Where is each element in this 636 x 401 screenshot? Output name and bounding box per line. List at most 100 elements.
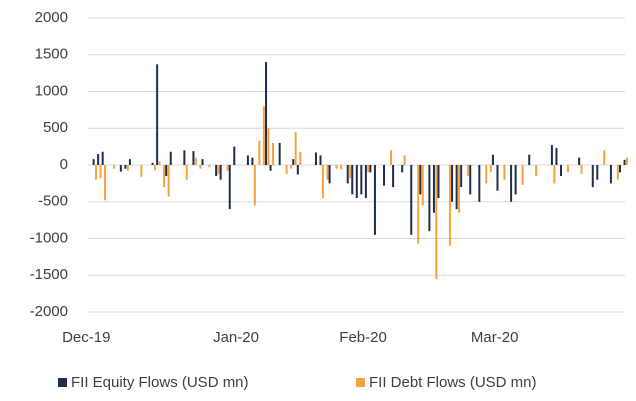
bar (623, 159, 626, 165)
bar (603, 150, 606, 165)
y-tick-label: 1500 (35, 46, 68, 63)
bar (514, 165, 517, 195)
bar (609, 165, 612, 184)
bar (128, 159, 131, 165)
bar (285, 165, 288, 174)
bar (140, 165, 143, 177)
bar (226, 165, 229, 171)
bar (185, 165, 188, 180)
bar (566, 165, 569, 173)
bar (119, 165, 122, 172)
bar (163, 165, 166, 188)
bar (156, 64, 159, 165)
bar (528, 154, 531, 165)
bar (321, 165, 324, 199)
bar (403, 155, 406, 165)
bar (616, 165, 619, 180)
y-tick-label: -500 (38, 193, 68, 210)
bar (496, 165, 499, 191)
x-tick-label: Dec-19 (62, 329, 110, 346)
bar (383, 165, 386, 186)
bar (335, 165, 338, 169)
legend-label: FII Equity Flows (USD mn) (71, 374, 249, 391)
y-tick-label: 1000 (35, 82, 68, 99)
bar (419, 165, 422, 195)
bar (165, 165, 168, 177)
bar (478, 165, 481, 202)
bar (99, 165, 102, 179)
bar (217, 165, 220, 174)
bar (101, 151, 104, 165)
bar (253, 165, 256, 206)
bar (151, 162, 154, 165)
bar (340, 165, 343, 170)
x-tick-label: Feb-20 (339, 329, 387, 346)
bar (113, 165, 116, 169)
bar (294, 131, 297, 165)
bar (258, 140, 261, 165)
bar (421, 165, 424, 206)
bar (290, 165, 293, 169)
bar (97, 153, 100, 165)
legend-swatch (58, 378, 67, 387)
bar (199, 165, 202, 169)
bar (265, 62, 268, 165)
bar (215, 165, 218, 177)
bar (455, 165, 458, 210)
bar (369, 165, 372, 173)
bar (435, 165, 438, 279)
bar (591, 165, 594, 188)
bar (233, 146, 236, 165)
bar (451, 165, 454, 202)
bar (262, 106, 265, 165)
bar (124, 165, 127, 169)
bar (95, 165, 98, 180)
x-tick-label: Jan-20 (213, 329, 259, 346)
y-tick-label: 0 (60, 156, 68, 173)
bar (251, 157, 254, 165)
bar (389, 150, 392, 165)
bar (296, 165, 299, 175)
bar (169, 151, 172, 165)
bar (578, 157, 581, 165)
bar (437, 165, 440, 199)
bar (192, 151, 195, 165)
bar (292, 159, 295, 165)
bar (201, 159, 204, 165)
bar (208, 165, 211, 168)
y-tick-label: -1500 (30, 266, 68, 283)
bar (489, 165, 492, 173)
bar (625, 157, 628, 165)
bar (503, 165, 506, 180)
bar (618, 165, 621, 173)
bar (92, 159, 95, 165)
legend-label: FII Debt Flows (USD mn) (369, 374, 537, 391)
bar (278, 142, 281, 165)
bar (460, 165, 463, 188)
y-tick-label: 500 (43, 119, 68, 136)
bar (360, 165, 363, 195)
bar (521, 165, 524, 185)
bar (319, 155, 322, 165)
bar (401, 165, 404, 173)
bar (299, 151, 302, 165)
bar (228, 165, 231, 210)
bar (267, 128, 270, 165)
bar (580, 165, 583, 174)
bar (167, 165, 170, 197)
bar (367, 165, 370, 173)
bar (467, 165, 470, 177)
legend-swatch (356, 378, 365, 387)
bar (194, 157, 197, 165)
x-tick-label: Mar-20 (471, 329, 519, 346)
bar (351, 165, 354, 195)
bar (326, 165, 329, 180)
y-tick-label: -1000 (30, 229, 68, 246)
bar (153, 165, 156, 171)
bar (219, 165, 222, 180)
bar (126, 165, 129, 171)
bar (392, 165, 395, 188)
bar (364, 165, 367, 199)
bar (271, 142, 274, 165)
